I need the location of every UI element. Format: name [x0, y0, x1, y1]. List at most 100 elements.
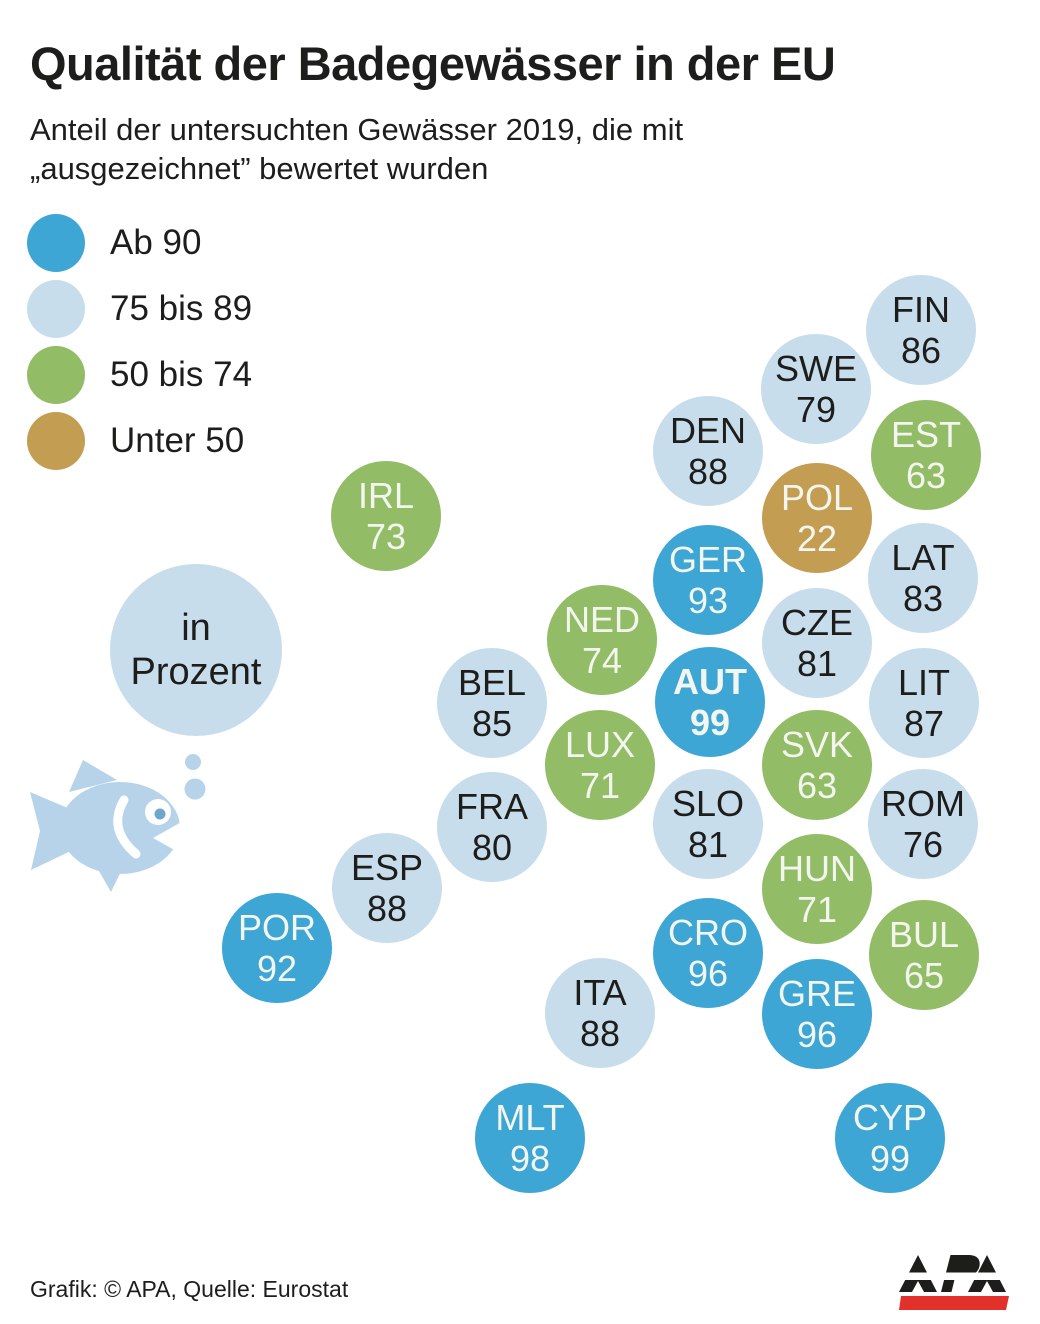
country-bubble-lux: LUX 71	[545, 710, 655, 820]
country-code: SVK	[780, 724, 854, 765]
country-code: GRE	[777, 973, 856, 1014]
country-value: 93	[687, 580, 729, 621]
country-bubble-esp: ESP 88	[332, 833, 442, 943]
country-code: ESP	[350, 847, 424, 888]
country-bubble-est: EST 63	[871, 400, 981, 510]
legend-label: Unter 50	[110, 421, 245, 460]
legend-item: 50 bis 74	[27, 346, 252, 404]
country-bubble-rom: ROM 76	[868, 769, 978, 879]
unit-label-bubble: in Prozent	[110, 564, 282, 736]
country-bubble-ned: NED 74	[547, 585, 657, 695]
country-value: 85	[471, 703, 513, 744]
apa-logo	[898, 1255, 1012, 1310]
country-code: POL	[780, 477, 854, 518]
country-value: 71	[579, 765, 621, 806]
legend-item: 75 bis 89	[27, 280, 252, 338]
unit-label-line1: in	[181, 607, 211, 649]
country-code: BEL	[457, 662, 527, 703]
legend-swatch-band0	[27, 412, 85, 470]
country-value: 88	[579, 1013, 621, 1054]
legend-swatch-band50	[27, 346, 85, 404]
country-code: EST	[890, 414, 961, 455]
country-bubble-bul: BUL 65	[869, 900, 979, 1010]
legend-label: 75 bis 89	[110, 289, 253, 328]
country-bubble-swe: SWE 79	[761, 334, 871, 444]
unit-label-line2: Prozent	[130, 651, 262, 693]
country-bubble-cyp: CYP 99	[835, 1083, 945, 1193]
bubble-icon	[184, 778, 206, 800]
country-code: LUX	[564, 724, 636, 765]
country-value: 99	[869, 1138, 911, 1179]
country-value: 79	[795, 389, 837, 430]
country-value: 83	[902, 578, 944, 619]
country-value: 81	[796, 643, 838, 684]
legend-item: Unter 50	[27, 412, 252, 470]
country-bubble-den: DEN 88	[653, 396, 763, 506]
country-bubble-ita: ITA 88	[545, 958, 655, 1068]
subtitle-line2: „ausgezeichnet” bewertet wurden	[30, 151, 489, 186]
country-bubble-por: POR 92	[222, 893, 332, 1003]
country-value: 73	[365, 516, 407, 557]
country-bubble-slo: SLO 81	[653, 769, 763, 879]
country-code: POR	[237, 907, 316, 948]
country-code: CRO	[668, 912, 748, 953]
legend-label: Ab 90	[110, 223, 202, 262]
subtitle-line1: Anteil der untersuchten Gewässer 2019, d…	[30, 112, 684, 147]
country-value: 96	[796, 1014, 838, 1055]
country-code: HUN	[778, 848, 856, 889]
country-bubble-gre: GRE 96	[762, 959, 872, 1069]
country-bubble-fin: FIN 86	[866, 275, 976, 385]
country-code: AUT	[673, 661, 747, 702]
country-value: 92	[256, 948, 298, 989]
country-bubble-lit: LIT 87	[869, 648, 979, 758]
country-value: 71	[796, 889, 838, 930]
country-value: 86	[900, 330, 942, 371]
country-code: BUL	[888, 914, 960, 955]
subtitle: Anteil der untersuchten Gewässer 2019, d…	[30, 110, 683, 188]
country-code: NED	[563, 599, 640, 640]
country-value: 63	[905, 455, 947, 496]
country-value: 98	[509, 1138, 551, 1179]
legend-item: Ab 90	[27, 214, 252, 272]
country-bubble-cze: CZE 81	[762, 588, 872, 698]
legend-swatch-band90	[27, 214, 85, 272]
country-code: FIN	[892, 289, 950, 330]
country-code: ROM	[881, 783, 965, 824]
country-bubble-ger: GER 93	[653, 525, 763, 635]
source-credit: Grafik: © APA, Quelle: Eurostat	[30, 1276, 349, 1302]
country-value: 22	[796, 518, 838, 559]
country-code: DEN	[669, 410, 746, 451]
country-bubble-irl: IRL 73	[331, 461, 441, 571]
country-value: 88	[687, 451, 729, 492]
country-code: CZE	[781, 602, 853, 643]
country-value: 81	[687, 824, 729, 865]
country-value: 65	[903, 955, 945, 996]
page-title: Qualität der Badegewässer in der EU	[30, 37, 836, 90]
country-bubble-pol: POL 22	[762, 463, 872, 573]
country-value: 87	[903, 703, 945, 744]
country-value: 63	[796, 765, 838, 806]
country-code: SLO	[671, 783, 745, 824]
legend-label: 50 bis 74	[110, 355, 253, 394]
country-bubble-hun: HUN 71	[762, 834, 872, 944]
country-bubble-lat: LAT 83	[868, 523, 978, 633]
legend-swatch-band75	[27, 280, 85, 338]
country-code: IRL	[357, 475, 415, 516]
country-bubble-cro: CRO 96	[653, 898, 763, 1008]
country-value: 99	[689, 702, 731, 743]
country-code: FRA	[456, 786, 528, 827]
country-bubble-fra: FRA 80	[437, 772, 547, 882]
country-code: ITA	[573, 972, 627, 1013]
bubble-icon	[185, 754, 201, 770]
country-value: 76	[902, 824, 944, 865]
country-code: GER	[668, 539, 747, 580]
country-value: 80	[471, 827, 513, 868]
country-code: LAT	[891, 537, 955, 578]
country-bubble-bel: BEL 85	[437, 648, 547, 758]
country-bubble-aut: AUT 99	[655, 647, 765, 757]
country-bubble-svk: SVK 63	[762, 710, 872, 820]
country-code: MLT	[495, 1097, 565, 1138]
country-code: CYP	[852, 1097, 928, 1138]
